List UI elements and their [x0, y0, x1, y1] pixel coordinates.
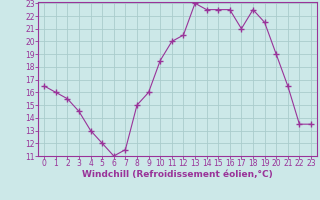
X-axis label: Windchill (Refroidissement éolien,°C): Windchill (Refroidissement éolien,°C): [82, 170, 273, 179]
